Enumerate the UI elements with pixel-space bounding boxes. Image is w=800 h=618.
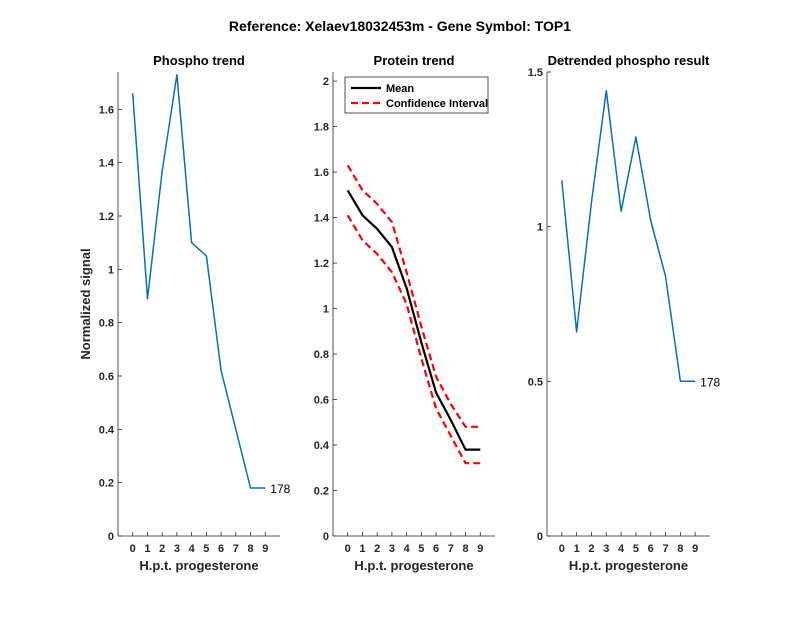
y-tick-label: 0.8 — [314, 349, 329, 361]
x-tick-label: 8 — [462, 543, 468, 555]
y-tick-label: 0.8 — [99, 318, 114, 330]
y-tick-label: 0.4 — [99, 424, 115, 436]
x-tick-label: 3 — [174, 543, 180, 555]
x-tick-label: 4 — [404, 543, 411, 555]
y-tick-label: 1.4 — [99, 158, 115, 170]
y-tick-label: 2 — [323, 76, 329, 88]
y-tick-label: 1.4 — [314, 213, 330, 225]
x-tick-label: 1 — [359, 543, 365, 555]
y-tick-label: 0.2 — [314, 486, 329, 498]
x-tick-label: 5 — [203, 543, 209, 555]
legend-entry: Mean — [386, 83, 414, 95]
legend: Mean Confidence Interval — [345, 77, 488, 113]
x-tick-label: 9 — [262, 543, 268, 555]
x-axis-label: H.p.t. progesterone — [569, 558, 688, 573]
y-tick-label: 1.5 — [528, 67, 543, 79]
y-tick-label: 1 — [323, 304, 329, 316]
y-tick-label: 1.2 — [314, 258, 329, 270]
point-annotation: 178 — [700, 375, 720, 389]
y-tick-label: 0.5 — [528, 376, 543, 388]
figure-title: Reference: Xelaev18032453m - Gene Symbol… — [229, 18, 571, 34]
x-tick-label: 5 — [418, 543, 424, 555]
x-axis-label: H.p.t. progesterone — [139, 558, 258, 573]
axes-title: Protein trend — [374, 53, 455, 68]
x-tick-label: 7 — [662, 543, 668, 555]
x-tick-label: 7 — [233, 543, 239, 555]
x-tick-label: 3 — [603, 543, 609, 555]
axes-title: Phospho trend — [153, 53, 245, 68]
x-tick-label: 0 — [345, 543, 351, 555]
point-annotation: 178 — [270, 482, 290, 496]
y-tick-label: 0.6 — [314, 395, 329, 407]
y-tick-label: 1 — [537, 222, 543, 234]
x-tick-label: 0 — [130, 543, 136, 555]
x-tick-label: 6 — [648, 543, 654, 555]
x-tick-label: 9 — [477, 543, 483, 555]
y-tick-label: 0.4 — [314, 440, 330, 452]
y-tick-label: 0.2 — [99, 478, 114, 490]
x-tick-label: 2 — [374, 543, 380, 555]
axes-title: Detrended phospho result — [548, 53, 710, 68]
y-tick-label: 0 — [108, 531, 114, 543]
x-tick-label: 4 — [189, 543, 196, 555]
x-tick-label: 6 — [433, 543, 439, 555]
x-axis-label: H.p.t. progesterone — [354, 558, 473, 573]
figure: Reference: Xelaev18032453m - Gene Symbol… — [0, 0, 800, 618]
y-tick-label: 1.6 — [99, 104, 114, 116]
y-axis-label: Normalized signal — [78, 248, 93, 359]
x-tick-label: 2 — [159, 543, 165, 555]
x-tick-label: 7 — [448, 543, 454, 555]
x-tick-label: 0 — [559, 543, 565, 555]
x-tick-label: 1 — [574, 543, 580, 555]
x-tick-label: 6 — [218, 543, 224, 555]
y-tick-label: 0 — [323, 531, 329, 543]
y-tick-label: 0.6 — [99, 371, 114, 383]
y-tick-label: 1.8 — [314, 122, 329, 134]
x-tick-label: 1 — [144, 543, 150, 555]
x-tick-label: 3 — [389, 543, 395, 555]
y-tick-label: 1 — [108, 264, 114, 276]
x-tick-label: 8 — [247, 543, 253, 555]
x-tick-label: 4 — [618, 543, 625, 555]
x-tick-label: 2 — [588, 543, 594, 555]
x-tick-label: 9 — [692, 543, 698, 555]
y-tick-label: 1.2 — [99, 211, 114, 223]
y-tick-label: 0 — [537, 531, 543, 543]
y-tick-label: 1.6 — [314, 167, 329, 179]
x-tick-label: 5 — [633, 543, 639, 555]
x-tick-label: 8 — [677, 543, 683, 555]
legend-entry: Confidence Interval — [386, 98, 488, 110]
